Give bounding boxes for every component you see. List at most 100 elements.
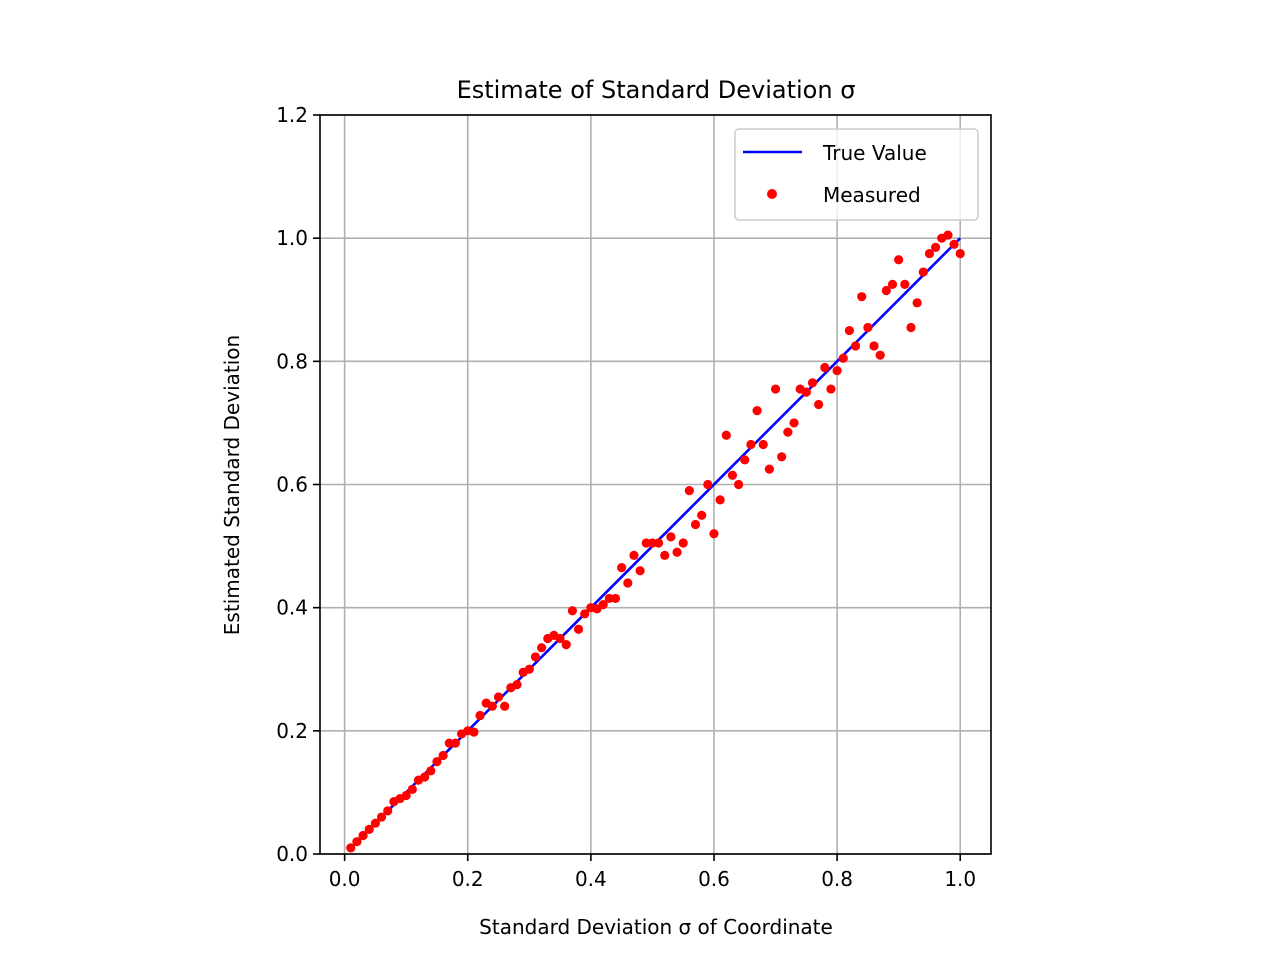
measured-point [352,837,362,847]
measured-point [500,701,510,711]
measured-point [881,285,891,296]
measured-point [721,430,731,440]
measured-point [949,239,959,249]
measured-point [709,529,719,539]
measured-point [370,818,381,828]
measured-point [943,230,953,240]
measured-point [826,384,836,394]
measured-point [432,757,442,767]
measured-point [672,547,682,557]
measured-point [777,452,787,462]
y-tick-label: 0.6 [276,473,308,497]
measured-point [623,578,633,588]
measured-point [561,640,571,650]
measured-point [487,701,497,711]
measured-point [875,350,885,360]
measured-point [789,418,799,428]
measured-point [537,643,547,653]
x-tick-label: 0.2 [452,867,484,891]
measured-point [918,267,928,277]
measured-point [955,248,965,259]
measured-point [844,325,855,336]
measured-point [715,495,725,505]
measured-point [863,322,873,333]
measured-point [814,399,824,410]
measured-point [610,593,621,604]
measured-point [573,624,584,634]
axes-frame [319,114,992,855]
measured-point [930,242,941,253]
measured-point [764,464,774,474]
measured-point [703,479,713,490]
legend-label-true-value: True Value [822,141,927,165]
y-tick-label: 1.0 [276,226,308,250]
measured-point [383,806,393,816]
ticks: 0.0 0.2 0.4 0.6 0.8 1.0 0.0 0.2 0.4 0.6 0.8 1.0 1.2 [276,103,976,891]
measured-point [770,384,781,394]
measured-point [820,362,830,373]
measured-point [746,439,756,450]
measured-point [660,550,670,560]
legend-label-measured: Measured [823,183,921,207]
measured-point [653,538,664,548]
measured-point [697,510,707,520]
y-tick-label: 0.8 [276,349,308,373]
measured-point [364,824,374,834]
measured-point [420,772,430,782]
y-tick-label: 0.4 [276,596,308,620]
measured-point [426,766,436,776]
measured-point [358,830,368,841]
measured-point [635,566,645,576]
measured-point [832,365,842,376]
measured-point [407,784,417,794]
measured-point [752,406,762,416]
measured-point [617,563,627,573]
y-tick-label: 0.0 [276,842,308,866]
x-tick-label: 0.8 [821,867,853,891]
x-tick-label: 0.4 [575,867,607,891]
measured-point [469,727,479,737]
measured-point [783,427,793,437]
measured-point [838,353,848,363]
measured-point [493,692,504,702]
chart-title: Estimate of Standard Deviation σ [457,76,856,104]
y-axis-label: Estimated Standard Deviation [220,335,244,635]
measured-point [801,387,811,397]
measured-point [580,609,590,619]
measured-point [598,599,608,610]
measured-point [869,341,879,351]
measured-point [666,532,676,542]
measured-point [567,606,577,616]
measured-point [376,812,387,822]
measured-point [912,298,922,308]
y-tick-label: 0.2 [276,719,308,743]
measured-point [807,378,818,388]
measured-point [734,479,744,490]
measured-point [684,486,694,496]
legend-marker-swatch [767,189,777,199]
measured-point [690,519,701,530]
y-tick-label: 1.2 [276,103,308,127]
plot-area [346,230,965,853]
measured-point [450,738,461,748]
x-axis-label: Standard Deviation σ of Coordinate [479,915,833,939]
x-tick-label: 1.0 [944,867,976,891]
x-tick-label: 0.6 [698,867,730,891]
measured-point [530,652,541,662]
measured-point [512,680,522,690]
measured-point [438,750,448,761]
measured-point [894,255,904,265]
measured-point [475,710,485,721]
measured-point [740,455,750,465]
measured-point [629,550,639,560]
measured-point [900,279,910,289]
measured-point [401,790,411,801]
measured-point [850,341,861,351]
measured-point [857,292,867,302]
measured-point [924,248,935,259]
measured-point [555,633,565,644]
measured-point [346,843,356,853]
measured-point [906,322,916,333]
